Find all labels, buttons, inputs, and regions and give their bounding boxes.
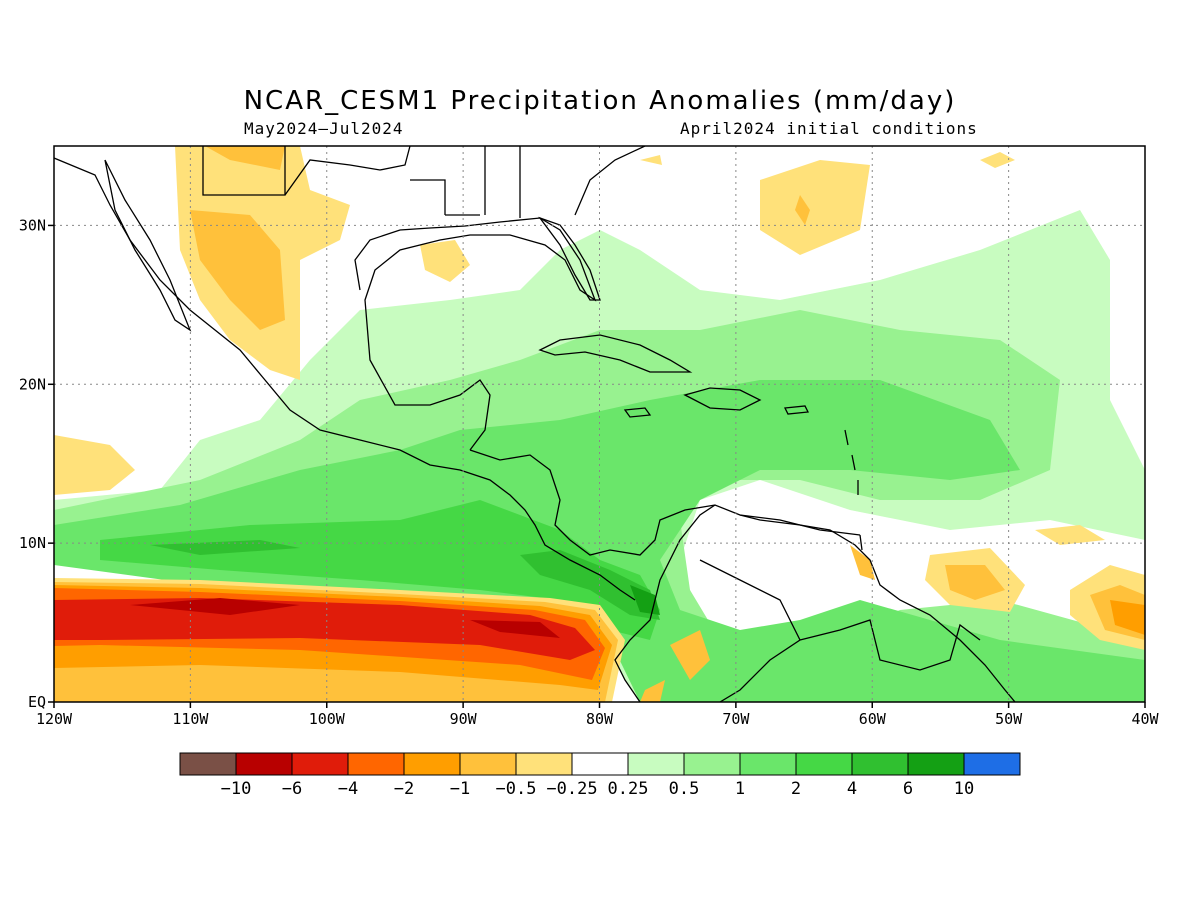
us-east-coast	[574, 146, 646, 216]
colorbar-label: −0.5	[496, 779, 537, 799]
colorbar-swatch	[347, 752, 405, 776]
lat-tick-label: EQ	[28, 693, 46, 711]
colorbar-label: −6	[282, 779, 302, 799]
colorbar-label: −2	[394, 779, 414, 799]
lon-tick-label: 70W	[722, 710, 750, 728]
puerto-rico	[783, 405, 810, 415]
south-america-coast	[614, 504, 1016, 702]
cuba	[538, 334, 693, 373]
jamaica	[623, 407, 652, 418]
wet-anomaly-4	[100, 500, 660, 640]
lon-tick-label: 110W	[172, 710, 209, 728]
dry-atlantic-east-05	[945, 565, 1145, 640]
colorbar-label: 6	[903, 779, 913, 799]
dry-guiana	[850, 545, 875, 580]
lon-tick-label: 100W	[309, 710, 346, 728]
lon-tick-label: 40W	[1131, 710, 1159, 728]
dry-mexico-05	[190, 146, 285, 330]
colorbar-label: 10	[954, 779, 974, 799]
wet-anomaly-6	[150, 540, 660, 620]
forecast-period: May2024–Jul2024	[244, 119, 404, 138]
lesser-antilles	[844, 429, 863, 551]
gulf-of-mexico-coast	[354, 217, 597, 451]
central-america-coast	[469, 449, 861, 556]
colorbar-label: 0.5	[669, 779, 700, 799]
colorbar-swatch	[683, 752, 741, 776]
us-borders	[202, 146, 521, 218]
lon-tick-label: 120W	[36, 710, 73, 728]
colorbar-label: −0.25	[546, 779, 597, 799]
dry-gulf	[420, 240, 470, 282]
colorbar-swatch	[739, 752, 797, 776]
florida	[538, 216, 601, 301]
colorbar-swatch	[963, 752, 1021, 776]
lon-tick-label: 90W	[450, 710, 478, 728]
dry-pacific-west	[54, 435, 135, 495]
colorbar-swatch	[627, 752, 685, 776]
south-america-borders	[699, 559, 981, 702]
dry-anomaly-6	[130, 598, 560, 638]
colorbar-label: −10	[221, 779, 252, 799]
colorbar-swatch	[291, 752, 349, 776]
colorbar-label: −1	[450, 779, 470, 799]
colorbar-label: −4	[338, 779, 358, 799]
colorbar-swatch	[515, 752, 573, 776]
colorbar-swatch	[907, 752, 965, 776]
colorbar-label: 4	[847, 779, 857, 799]
colorbar-swatch	[851, 752, 909, 776]
dry-atlantic-east-1	[1110, 600, 1145, 635]
grid-lines	[54, 146, 1145, 702]
dry-atlantic-north-05	[795, 195, 810, 225]
colorbar-swatch	[235, 752, 293, 776]
colorbar-swatch	[459, 752, 517, 776]
mexico-pacific-coast	[54, 157, 636, 601]
lon-tick-label: 50W	[995, 710, 1023, 728]
colorbar-label: 0.25	[608, 779, 649, 799]
lat-tick-label: 20N	[19, 375, 46, 393]
axis-ticks: 120W 110W 100W 90W 80W 70W 60W 50W 40W EQ 10N 20N 30…	[19, 216, 1160, 728]
lon-tick-label: 60W	[859, 710, 887, 728]
initial-conditions: April2024 initial conditions	[680, 119, 978, 138]
map-title: NCAR_CESM1 Precipitation Anomalies (mm/d…	[243, 86, 957, 116]
dry-anomaly-4	[54, 598, 595, 660]
lon-tick-label: 80W	[586, 710, 614, 728]
colorbar: −10 −6 −4 −2 −1 −0.5 −0.25 0.25 0.5 1 2 4 6 10	[179, 752, 1021, 799]
colorbar-swatch	[179, 752, 237, 776]
colorbar-swatch	[571, 752, 629, 776]
hispaniola	[683, 387, 762, 411]
dry-colombia	[640, 630, 710, 702]
dry-atlantic-north	[760, 160, 870, 255]
colorbar-swatch	[403, 752, 461, 776]
colorbar-label: 2	[791, 779, 801, 799]
colorbar-label: 1	[735, 779, 745, 799]
colorbar-swatch	[795, 752, 853, 776]
lat-tick-label: 30N	[19, 216, 46, 234]
baja-california	[104, 159, 192, 332]
coastlines	[54, 146, 1016, 702]
lat-tick-label: 10N	[19, 534, 46, 552]
